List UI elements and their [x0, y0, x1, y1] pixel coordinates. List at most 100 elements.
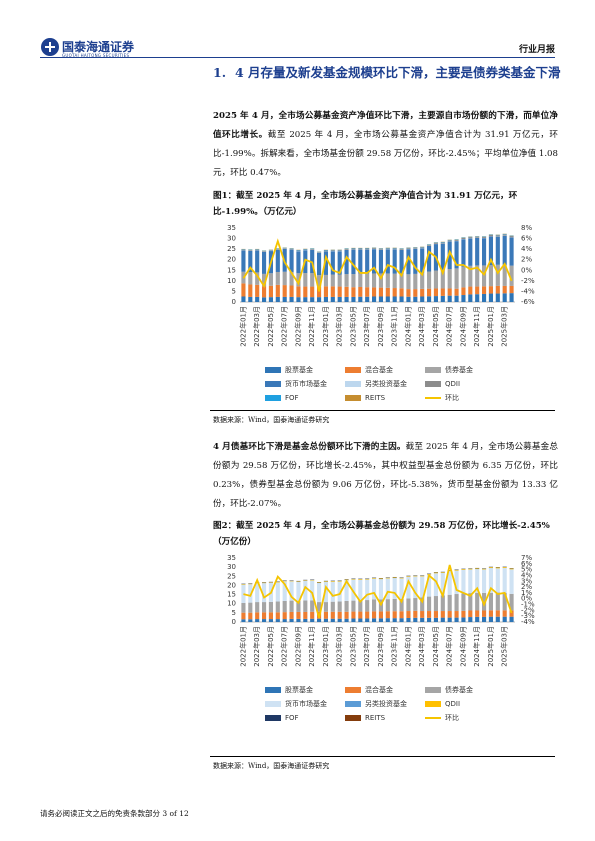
bar-segment	[351, 579, 356, 601]
bar-segment	[495, 610, 500, 617]
bar-segment	[509, 568, 514, 570]
bar-segment	[268, 285, 273, 298]
y2-tick-label: 3%	[521, 577, 532, 585]
bar-segment	[303, 580, 308, 601]
bar-segment	[406, 576, 411, 577]
bar-segment	[454, 295, 459, 302]
bar-segment	[358, 296, 363, 302]
bar-segment	[317, 602, 322, 612]
y2-tick-label: 1%	[521, 589, 532, 597]
legend-swatch	[425, 687, 441, 693]
bar-segment	[330, 611, 335, 619]
bar-segment	[475, 265, 480, 287]
x-tick-label: 2024年07月	[445, 306, 454, 347]
bar-segment	[337, 611, 342, 619]
x-tick-label: 2022年07月	[280, 626, 289, 667]
bar-segment	[502, 616, 507, 622]
bar-segment	[502, 235, 507, 265]
bar-segment	[413, 610, 418, 618]
legend-label: 股票基金	[285, 365, 313, 374]
legend-label: REITS	[365, 394, 386, 402]
bar-segment	[440, 295, 445, 302]
legend-label: 另类投资基金	[365, 379, 407, 388]
x-tick-label: 2023年09月	[376, 306, 385, 347]
legend-swatch	[265, 687, 281, 693]
bar-segment	[482, 610, 487, 617]
paragraph: 2025 年 4 月，全市场公募基金资产净值环比下滑，主要源自市场份额的下滑，而…	[213, 107, 558, 183]
bar-segment	[330, 581, 335, 582]
paragraph-lead: 4 月债基环比下滑是基金总份额环比下滑的主因。	[213, 442, 406, 452]
x-tick-label: 2023年07月	[362, 626, 371, 667]
bar-segment	[241, 612, 246, 620]
bar-segment	[289, 248, 294, 250]
bar-segment	[427, 596, 432, 612]
bar-segment	[475, 610, 480, 617]
bar-segment	[351, 249, 356, 275]
bar-segment	[372, 273, 377, 288]
y-tick-label: 10	[227, 277, 236, 285]
bar-segment	[440, 617, 445, 622]
bar-segment	[454, 594, 459, 612]
bar-segment	[392, 273, 397, 289]
bar-segment	[351, 618, 356, 622]
bar-segment	[495, 567, 500, 569]
bar-segment	[372, 296, 377, 302]
bar-segment	[495, 293, 500, 302]
chart: 0 5 10 15 20 25 30 35 -6% -4% -2% 0% 2% 4% 6% 8% 2022年01…	[227, 224, 535, 402]
bar-segment	[378, 579, 383, 600]
bar-segment	[461, 237, 466, 239]
bar-segment	[296, 250, 301, 252]
y2-tick-label: -6%	[521, 298, 535, 306]
bar-segment	[385, 248, 390, 250]
legend-label: REITS	[365, 714, 386, 722]
legend-swatch	[345, 381, 361, 387]
x-tick-label: 2024年05月	[431, 626, 440, 667]
bar-segment	[378, 248, 383, 250]
bar-segment	[447, 240, 452, 242]
bar-segment	[399, 249, 404, 274]
bar-segment	[303, 611, 308, 619]
legend-swatch	[265, 395, 281, 401]
bar-segment	[488, 265, 493, 287]
bar-segment	[482, 592, 487, 611]
bar-segment	[461, 593, 466, 611]
bar-segment	[248, 249, 253, 251]
bar-segment	[482, 236, 487, 238]
bar-segment	[337, 601, 342, 612]
bar-segment	[454, 611, 459, 618]
bar-segment	[282, 580, 287, 582]
bar-segment	[482, 616, 487, 622]
y-tick-label: 25	[227, 245, 236, 253]
bar-segment	[502, 285, 507, 294]
bar-segment	[440, 242, 445, 244]
bar-segment	[310, 611, 315, 619]
y2-tick-label: 7%	[521, 554, 532, 562]
y-tick-label: 35	[227, 554, 236, 562]
bar-segment	[454, 239, 459, 241]
bar-segment	[317, 583, 322, 603]
bar-segment	[372, 618, 377, 622]
paragraph-text: 截至 2025 年 4 月，全市场公募基金资产净值合计为 31.91 万亿元，环…	[213, 130, 558, 178]
x-tick-label: 2024年03月	[417, 306, 426, 347]
x-tick-label: 2022年09月	[293, 626, 302, 667]
bar-segment	[248, 619, 253, 622]
bar-segment	[502, 592, 507, 611]
bar-segment	[303, 297, 308, 302]
bar-segment	[488, 567, 493, 568]
bar-segment	[268, 250, 273, 251]
bar-segment	[296, 286, 301, 298]
bar-segment	[323, 581, 328, 603]
bar-segment	[372, 611, 377, 619]
y-tick-label: 35	[227, 224, 236, 232]
bar-segment	[344, 248, 349, 250]
bar-segment	[268, 273, 273, 286]
y2-tick-label: -2%	[521, 606, 535, 614]
bar-segment	[475, 294, 480, 302]
bar-segment	[433, 572, 438, 574]
y2-tick-label: 8%	[521, 224, 532, 232]
x-tick-label: 2024年11月	[472, 306, 481, 347]
x-tick-label: 2024年01月	[403, 626, 412, 667]
bar-segment	[447, 288, 452, 296]
bar-segment	[413, 248, 418, 274]
bar-segment	[385, 273, 390, 288]
